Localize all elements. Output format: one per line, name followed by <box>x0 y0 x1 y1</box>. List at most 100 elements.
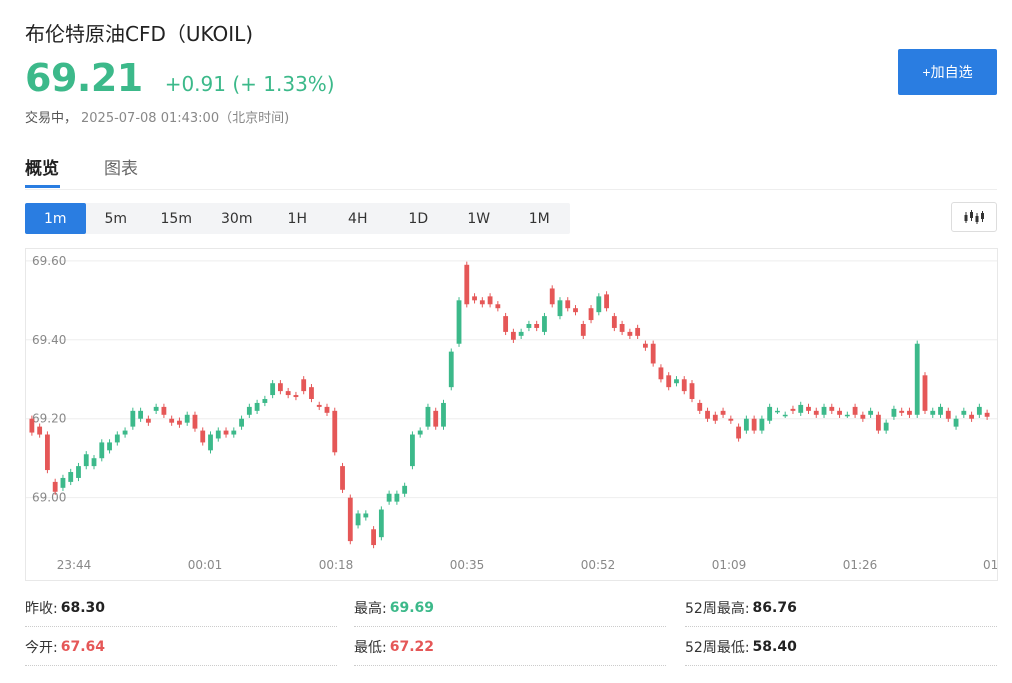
candle-body <box>681 379 687 392</box>
candle <box>875 411 881 434</box>
chart-type-toggle[interactable] <box>951 202 997 232</box>
candle <box>464 261 470 308</box>
candle <box>767 403 773 424</box>
x-tick-label: 00:18 <box>319 558 354 572</box>
candle <box>441 399 446 430</box>
candle-body <box>169 418 175 423</box>
candle <box>130 407 136 430</box>
stat-low: 最低: 67.22 <box>354 629 666 666</box>
interval-15m[interactable]: 15m <box>160 210 192 227</box>
candle <box>712 411 718 424</box>
candle <box>573 305 578 316</box>
candle-body <box>355 513 361 526</box>
candle-body <box>961 410 967 415</box>
candle <box>945 407 951 422</box>
candle-body <box>666 375 672 388</box>
candle-body <box>52 481 58 492</box>
candle <box>394 490 400 505</box>
stat-label: 52周最高: <box>685 601 750 617</box>
candlestick-icon <box>964 210 984 224</box>
interval-selector: 1m 5m 15m 30m 1H 4H 1D 1W 1M <box>25 203 570 234</box>
stat-open: 今开: 67.64 <box>25 629 337 666</box>
add-watchlist-button[interactable]: +加自选 <box>898 49 997 95</box>
candle <box>969 411 974 422</box>
candle-body <box>177 420 182 425</box>
instrument-title: 布伦特原油CFD（UKOIL) <box>25 22 254 46</box>
candle-body <box>580 324 586 336</box>
candle-body <box>759 418 765 431</box>
interval-1d[interactable]: 1D <box>408 210 429 227</box>
candle <box>844 411 850 418</box>
interval-1w[interactable]: 1W <box>467 210 491 227</box>
candle-body <box>223 430 229 435</box>
candle-body <box>433 410 439 427</box>
candle-body <box>829 406 835 411</box>
candle-body <box>534 324 540 328</box>
candle <box>138 407 144 422</box>
candle <box>689 380 695 403</box>
stat-52w-high: 52周最高: 86.76 <box>685 590 997 627</box>
candle <box>751 415 757 434</box>
stat-value: 69.69 <box>389 600 435 616</box>
candle-body <box>557 300 563 317</box>
candle-body <box>309 387 314 399</box>
candle-body <box>45 434 50 471</box>
candle <box>29 415 35 436</box>
candle <box>860 411 866 422</box>
candle-body <box>503 316 509 332</box>
candle <box>332 407 338 456</box>
price-chart[interactable]: 69.60 69.40 69.20 69.00 23:44 00:01 00:18 00:35… <box>25 248 998 581</box>
candle-body <box>410 434 415 467</box>
candle <box>301 376 307 395</box>
candle <box>177 417 182 428</box>
candle-body <box>456 300 462 344</box>
y-tick-label: 69.40 <box>32 333 66 347</box>
interval-1h[interactable]: 1H <box>287 210 307 227</box>
candle <box>619 320 625 336</box>
candle-body <box>37 426 43 435</box>
candle-body <box>386 493 392 502</box>
candle-body <box>487 296 493 305</box>
candle <box>930 407 936 418</box>
tab-chart[interactable]: 图表 <box>104 159 138 179</box>
candle <box>650 340 656 367</box>
stat-label: 52周最低: <box>685 640 750 656</box>
candle-body <box>29 418 35 433</box>
candle-body <box>526 324 532 328</box>
candle <box>479 297 485 308</box>
candle <box>402 482 408 497</box>
stat-label: 今开: <box>25 640 58 656</box>
candle <box>635 324 641 339</box>
candle-body <box>907 410 912 415</box>
stat-label: 最低: <box>354 640 387 656</box>
candle-body <box>153 406 159 411</box>
candle <box>208 431 213 454</box>
interval-1m[interactable]: 1m <box>25 203 86 234</box>
candle <box>627 328 633 339</box>
candle <box>293 391 299 401</box>
candle-body <box>425 406 431 427</box>
interval-4h[interactable]: 4H <box>348 210 368 227</box>
candle <box>231 427 237 438</box>
candle-body <box>782 414 788 417</box>
candle <box>52 478 58 495</box>
candle <box>60 474 66 491</box>
candle <box>580 320 586 339</box>
candle <box>340 462 345 493</box>
candlestick-chart: 69.60 69.40 69.20 69.00 23:44 00:01 00:18 00:35… <box>26 254 997 572</box>
interval-30m[interactable]: 30m <box>221 210 253 227</box>
candle-body <box>363 513 369 518</box>
tab-overview[interactable]: 概览 <box>25 159 59 179</box>
x-tick-label: 01:26 <box>843 558 878 572</box>
candle-body <box>658 367 664 380</box>
status-text: 交易中， <box>25 111 78 126</box>
interval-5m[interactable]: 5m <box>104 210 128 227</box>
interval-1mo[interactable]: 1M <box>528 210 550 227</box>
candle <box>448 348 454 391</box>
candle-body <box>254 402 260 411</box>
candle <box>114 431 120 446</box>
candle <box>153 403 159 414</box>
candle-body <box>114 434 120 443</box>
candle <box>806 403 811 414</box>
candle <box>736 423 742 442</box>
